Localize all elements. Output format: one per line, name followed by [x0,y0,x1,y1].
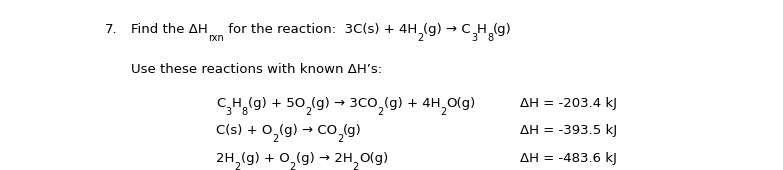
Text: (g) → C: (g) → C [424,23,471,37]
Text: 2: 2 [272,134,279,144]
Text: 2: 2 [417,33,424,43]
Text: ΔH = -393.5 kJ: ΔH = -393.5 kJ [520,124,617,137]
Text: (g) → CO: (g) → CO [279,124,337,137]
Text: (g): (g) [343,124,362,137]
Text: 2: 2 [290,162,296,170]
Text: 2: 2 [305,107,311,117]
Text: 7.: 7. [105,23,117,37]
Text: 2H: 2H [216,152,235,165]
Text: (g) + 4H: (g) + 4H [384,97,441,110]
Text: O(g): O(g) [359,152,388,165]
Text: 8: 8 [487,33,493,43]
Text: 8: 8 [241,107,247,117]
Text: for the reaction:  3C(s) + 4H: for the reaction: 3C(s) + 4H [224,23,417,37]
Text: (g): (g) [493,23,512,37]
Text: 3: 3 [471,33,477,43]
Text: 2: 2 [337,134,343,144]
Text: C(s) + O: C(s) + O [216,124,272,137]
Text: ΔH = -483.6 kJ: ΔH = -483.6 kJ [520,152,616,165]
Text: ΔH = -203.4 kJ: ΔH = -203.4 kJ [520,97,617,110]
Text: 2: 2 [441,107,447,117]
Text: 2: 2 [377,107,384,117]
Text: (g) + 5O: (g) + 5O [247,97,305,110]
Text: 2: 2 [352,162,359,170]
Text: H: H [232,97,241,110]
Text: Find the ΔH: Find the ΔH [132,23,208,37]
Text: H: H [477,23,487,37]
Text: 3: 3 [226,107,232,117]
Text: 2: 2 [235,162,241,170]
Text: (g) → 2H: (g) → 2H [296,152,352,165]
Text: rxn: rxn [208,33,224,43]
Text: (g) + O: (g) + O [241,152,290,165]
Text: Use these reactions with known ΔH’s:: Use these reactions with known ΔH’s: [132,63,382,76]
Text: (g) → 3CO: (g) → 3CO [311,97,377,110]
Text: C: C [216,97,226,110]
Text: O(g): O(g) [447,97,476,110]
